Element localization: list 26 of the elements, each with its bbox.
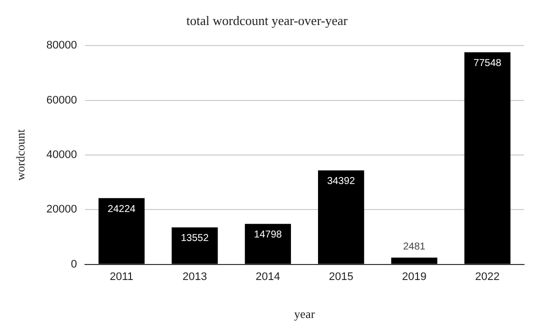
data-label: 14798 <box>254 230 282 241</box>
data-label: 13552 <box>180 233 210 244</box>
y-tick-label: 40000 <box>46 149 77 162</box>
x-tick-label: 2019 <box>402 271 426 284</box>
x-tick-label: 2014 <box>256 271 280 284</box>
y-tick-label: 20000 <box>46 204 77 216</box>
chart-title: total wordcount year-over-year <box>186 13 348 28</box>
y-tick-label: 60000 <box>46 94 77 106</box>
y-tick-label: 80000 <box>46 40 77 52</box>
x-tick-label: 2022 <box>475 271 500 284</box>
bar <box>464 52 510 264</box>
bar <box>172 227 218 264</box>
x-tick-label: 2015 <box>328 271 354 284</box>
bar <box>318 170 364 264</box>
bar <box>391 258 438 264</box>
data-label: 24224 <box>108 204 136 215</box>
x-axis-title: year <box>294 306 315 321</box>
bar <box>244 224 291 264</box>
bar <box>98 198 145 264</box>
data-label: 77548 <box>474 58 502 70</box>
y-axis-title: wordcount <box>13 128 28 181</box>
x-tick-label: 2013 <box>182 271 207 284</box>
data-label: 2481 <box>403 241 426 252</box>
data-label: 34392 <box>327 176 356 188</box>
x-tick-label: 2011 <box>110 271 134 284</box>
y-tick-label: 0 <box>70 258 77 270</box>
